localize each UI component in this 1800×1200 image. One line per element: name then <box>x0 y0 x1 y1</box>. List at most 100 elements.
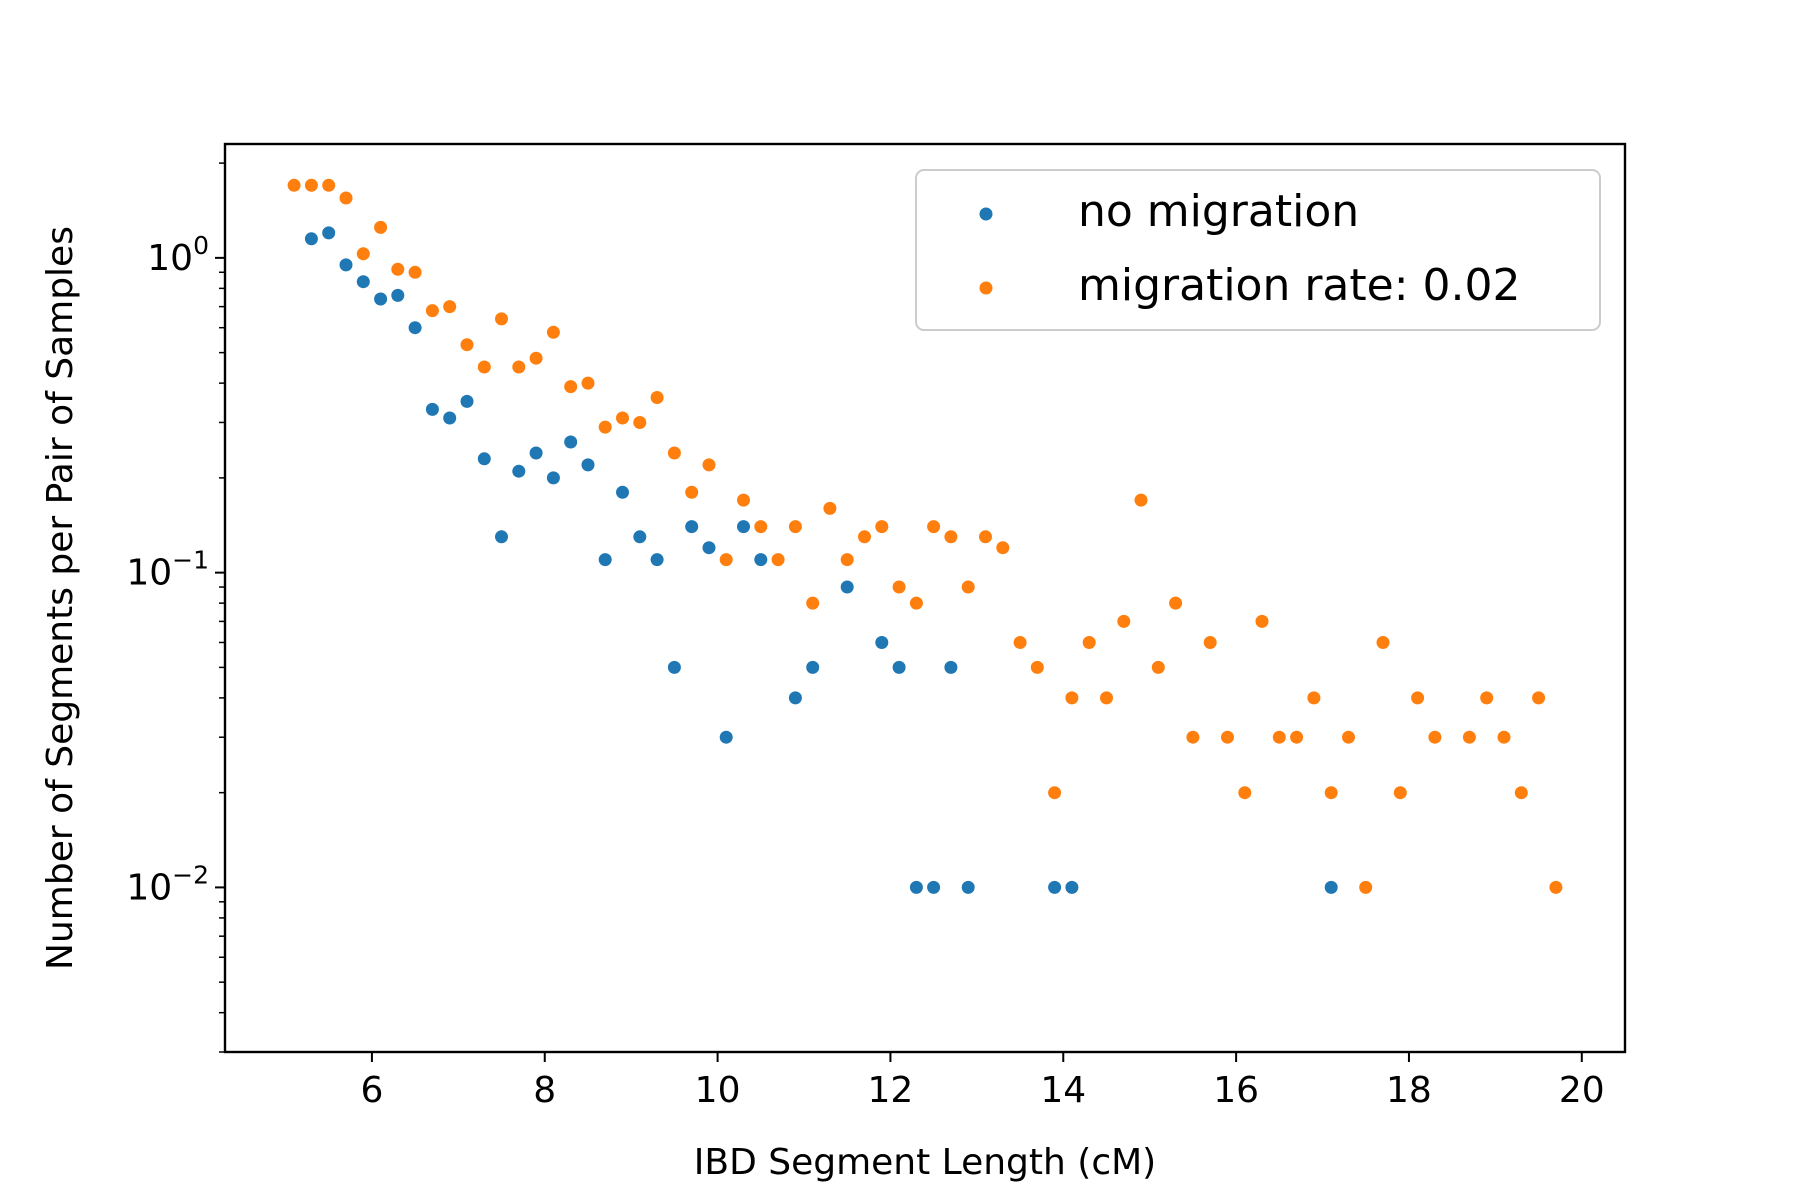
point-migration-rate-0-02 <box>875 520 889 534</box>
point-migration-rate-0-02 <box>616 411 629 425</box>
point-no-migration <box>304 232 318 246</box>
point-migration-rate-0-02 <box>322 178 336 192</box>
point-migration-rate-0-02 <box>1100 691 1113 705</box>
point-migration-rate-0-02 <box>1048 786 1062 800</box>
point-migration-rate-0-02 <box>1359 880 1373 894</box>
point-no-migration <box>477 452 491 466</box>
point-migration-rate-0-02 <box>374 220 388 234</box>
point-migration-rate-0-02 <box>356 247 370 261</box>
legend-label-migration-rate: migration rate: 0.02 <box>1078 260 1521 311</box>
x-tick-label: 20 <box>1559 1070 1605 1111</box>
point-migration-rate-0-02 <box>650 391 664 404</box>
point-migration-rate-0-02 <box>564 380 578 394</box>
legend: no migration migration rate: 0.02 <box>915 169 1601 331</box>
point-no-migration <box>616 485 629 499</box>
point-no-migration <box>961 880 975 894</box>
point-no-migration <box>667 660 681 674</box>
point-migration-rate-0-02 <box>979 530 992 544</box>
point-migration-rate-0-02 <box>823 501 837 515</box>
point-migration-rate-0-02 <box>1532 691 1546 705</box>
x-tick-label: 10 <box>695 1070 741 1111</box>
point-migration-rate-0-02 <box>287 178 301 192</box>
point-migration-rate-0-02 <box>1255 614 1269 628</box>
point-migration-rate-0-02 <box>512 360 526 374</box>
point-migration-rate-0-02 <box>1514 786 1528 800</box>
point-no-migration <box>719 730 733 744</box>
point-migration-rate-0-02 <box>944 530 958 544</box>
point-migration-rate-0-02 <box>927 520 941 534</box>
point-migration-rate-0-02 <box>1411 691 1425 705</box>
point-migration-rate-0-02 <box>840 553 854 567</box>
point-migration-rate-0-02 <box>737 493 750 507</box>
point-no-migration <box>425 402 439 416</box>
plot-frame <box>223 142 1627 1054</box>
y-axis-label: Number of Segments per Pair of Samples <box>40 226 81 970</box>
point-migration-rate-0-02 <box>1376 636 1390 649</box>
point-no-migration <box>529 446 543 460</box>
point-migration-rate-0-02 <box>1290 730 1304 744</box>
point-no-migration <box>408 321 422 335</box>
point-migration-rate-0-02 <box>1480 691 1494 705</box>
point-no-migration <box>443 411 457 425</box>
point-migration-rate-0-02 <box>633 416 647 429</box>
point-migration-rate-0-02 <box>408 265 422 279</box>
point-migration-rate-0-02 <box>667 446 681 460</box>
point-no-migration <box>1324 880 1338 894</box>
point-migration-rate-0-02 <box>1238 786 1252 800</box>
point-migration-rate-0-02 <box>339 191 353 205</box>
point-migration-rate-0-02 <box>529 351 543 365</box>
point-migration-rate-0-02 <box>1186 730 1200 744</box>
legend-marker-no-migration <box>979 207 993 221</box>
point-no-migration <box>840 580 854 594</box>
point-migration-rate-0-02 <box>771 553 785 567</box>
point-migration-rate-0-02 <box>1497 730 1511 744</box>
point-no-migration <box>460 394 474 408</box>
point-migration-rate-0-02 <box>996 541 1010 555</box>
x-axis-label: IBD Segment Length (cM) <box>694 1142 1156 1183</box>
point-migration-rate-0-02 <box>1428 730 1442 744</box>
x-axis-ticks: 6 8 10 12 14 16 18 20 <box>360 1052 1605 1111</box>
point-migration-rate-0-02 <box>1462 730 1476 744</box>
point-migration-rate-0-02 <box>685 485 699 499</box>
point-no-migration <box>685 520 699 534</box>
point-no-migration <box>356 275 370 289</box>
point-no-migration <box>598 553 612 567</box>
point-migration-rate-0-02 <box>892 580 906 594</box>
point-no-migration <box>944 660 958 674</box>
point-migration-rate-0-02 <box>1169 596 1183 610</box>
point-no-migration <box>581 458 595 472</box>
y-tick-label: 100 <box>147 231 209 279</box>
point-migration-rate-0-02 <box>495 312 508 326</box>
point-no-migration <box>512 464 526 478</box>
x-tick-label: 16 <box>1213 1070 1259 1111</box>
point-no-migration <box>909 880 923 894</box>
point-migration-rate-0-02 <box>425 304 439 318</box>
point-migration-rate-0-02 <box>443 300 457 314</box>
point-no-migration <box>650 553 664 567</box>
point-migration-rate-0-02 <box>1221 730 1234 744</box>
point-migration-rate-0-02 <box>1030 660 1044 674</box>
x-tick-label: 14 <box>1040 1070 1086 1111</box>
point-no-migration <box>788 691 802 705</box>
y-tick-label: 10−1 <box>126 546 209 594</box>
x-tick-label: 6 <box>360 1070 383 1111</box>
legend-marker-migration-rate <box>979 281 993 295</box>
point-no-migration <box>806 660 820 674</box>
point-migration-rate-0-02 <box>460 338 474 352</box>
point-migration-rate-0-02 <box>581 376 595 390</box>
x-tick-label: 8 <box>533 1070 556 1111</box>
point-no-migration <box>1048 880 1062 894</box>
point-migration-rate-0-02 <box>1013 636 1027 649</box>
point-migration-rate-0-02 <box>598 420 612 434</box>
point-migration-rate-0-02 <box>961 580 975 594</box>
point-migration-rate-0-02 <box>1393 786 1407 800</box>
point-no-migration <box>633 530 647 544</box>
point-no-migration <box>737 520 750 534</box>
point-migration-rate-0-02 <box>1272 730 1286 744</box>
point-migration-rate-0-02 <box>754 520 768 534</box>
x-tick-label: 18 <box>1386 1070 1432 1111</box>
point-migration-rate-0-02 <box>546 325 560 339</box>
point-no-migration <box>374 292 388 306</box>
point-migration-rate-0-02 <box>1082 636 1096 649</box>
point-migration-rate-0-02 <box>1151 660 1165 674</box>
